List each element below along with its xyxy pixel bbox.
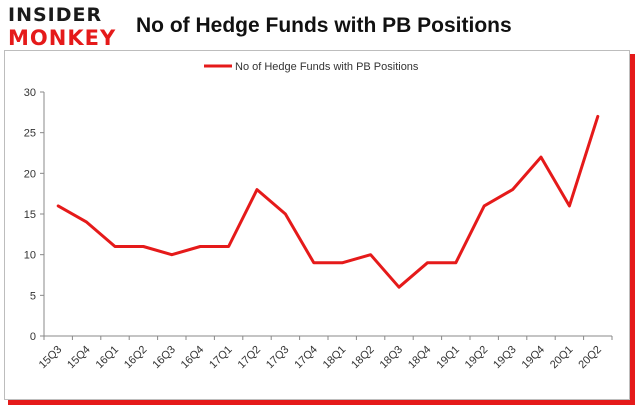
x-tick-label: 17Q1 <box>207 344 235 372</box>
x-tick-label: 17Q2 <box>236 344 264 372</box>
logo-text-top: INSIDER <box>8 4 103 26</box>
data-point <box>483 204 486 207</box>
data-point <box>199 245 202 248</box>
data-point <box>57 204 60 207</box>
data-point <box>568 204 571 207</box>
x-tick-label: 17Q3 <box>264 344 292 372</box>
x-tick-label: 19Q4 <box>520 344 548 372</box>
x-tick-label: 16Q4 <box>179 344 207 372</box>
y-tick-label: 30 <box>24 87 36 99</box>
data-point <box>85 221 88 224</box>
y-axis-ticks: 0 5 10 15 20 25 30 <box>24 87 44 343</box>
data-point <box>341 261 344 264</box>
data-point <box>170 253 173 256</box>
data-point <box>426 261 429 264</box>
frame-shadow-bottom <box>8 400 635 405</box>
series-group <box>56 114 600 289</box>
data-point <box>454 261 457 264</box>
x-tick-label: 17Q4 <box>292 344 320 372</box>
legend-label: No of Hedge Funds with PB Positions <box>235 61 419 73</box>
data-point <box>369 253 372 256</box>
data-point <box>596 115 599 118</box>
x-tick-label: 20Q1 <box>548 344 576 372</box>
y-tick-label: 10 <box>24 250 36 262</box>
data-point <box>114 245 117 248</box>
data-point <box>256 188 259 191</box>
data-point <box>142 245 145 248</box>
y-tick-label: 15 <box>24 209 36 221</box>
x-tick-label: 19Q2 <box>463 344 491 372</box>
x-tick-label: 18Q4 <box>406 344 434 372</box>
x-tick-label: 20Q2 <box>576 344 604 372</box>
x-tick-label: 15Q4 <box>65 344 93 372</box>
y-tick-label: 20 <box>24 168 36 180</box>
x-tick-label: 16Q1 <box>94 344 122 372</box>
y-tick-label: 25 <box>24 128 36 140</box>
data-point <box>284 213 287 216</box>
x-tick-label: 19Q1 <box>434 344 462 372</box>
y-tick-label: 5 <box>30 290 36 302</box>
data-point <box>540 156 543 159</box>
series-line <box>56 114 600 289</box>
y-tick-label: 0 <box>30 331 36 343</box>
logo-text-bottom: MONKEY <box>8 26 117 50</box>
x-tick-label: 18Q3 <box>378 344 406 372</box>
x-axis-ticks: 15Q3 15Q4 16Q1 16Q2 16Q3 16Q4 17Q1 17Q2 17Q3 17Q4… <box>37 336 613 372</box>
x-tick-label: 18Q2 <box>349 344 377 372</box>
x-tick-label: 18Q1 <box>321 344 349 372</box>
frame-shadow-right <box>630 54 635 404</box>
axes <box>43 92 612 337</box>
x-tick-label: 16Q3 <box>150 344 178 372</box>
data-point <box>511 188 514 191</box>
legend: No of Hedge Funds with PB Positions <box>204 61 419 73</box>
x-tick-label: 15Q3 <box>37 344 65 372</box>
chart-frame <box>4 50 630 400</box>
x-tick-label: 19Q3 <box>491 344 519 372</box>
insider-monkey-logo: INSIDER MONKEY <box>8 6 118 50</box>
data-point <box>312 261 315 264</box>
x-tick-label: 16Q2 <box>122 344 150 372</box>
data-point <box>227 245 230 248</box>
chart-title: No of Hedge Funds with PB Positions <box>136 14 512 37</box>
data-point <box>398 286 401 289</box>
